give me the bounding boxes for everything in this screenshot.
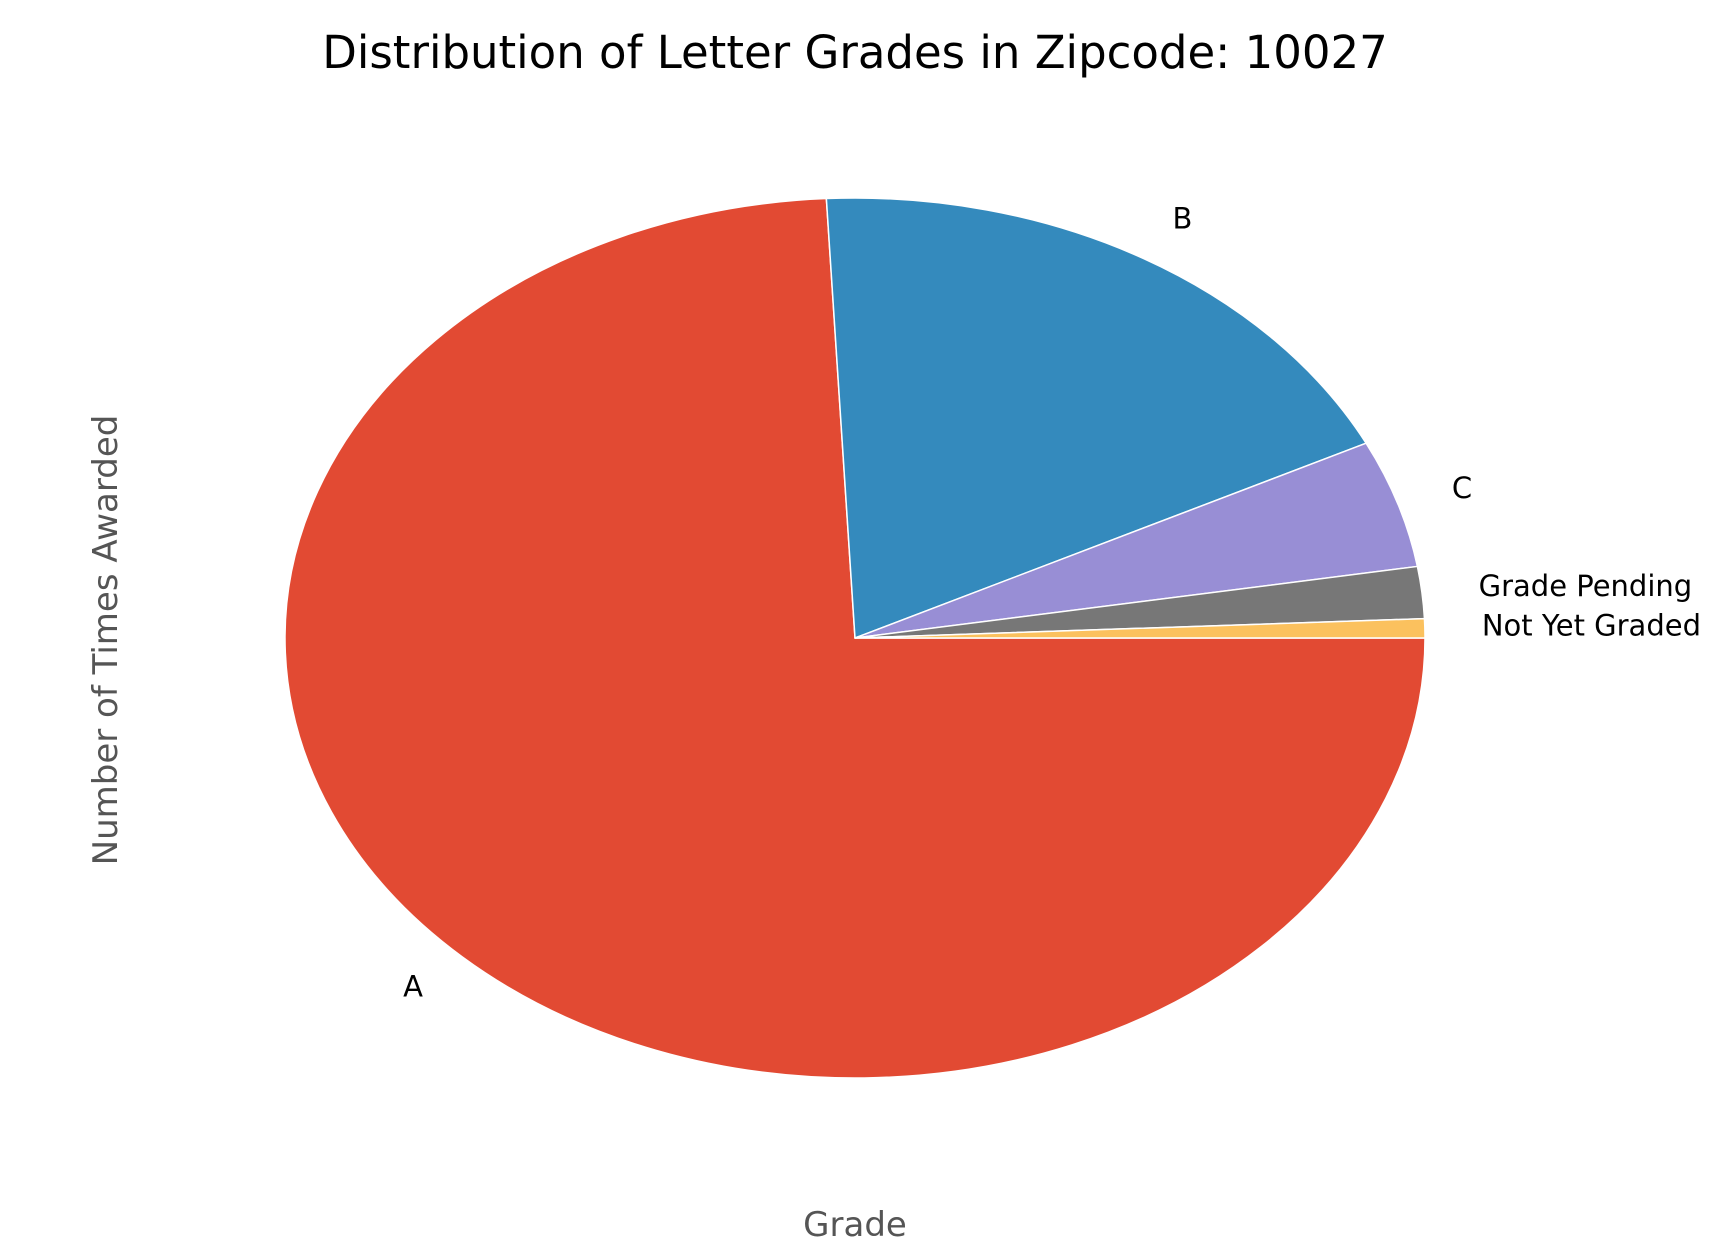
pie-slice-c xyxy=(854,442,1419,639)
pie-slice-not-yet-graded xyxy=(854,617,1426,639)
x-axis-label: Grade xyxy=(803,1205,907,1245)
chart-title: Distribution of Letter Grades in Zipcode… xyxy=(322,26,1388,79)
slice-label-grade-pending: Grade Pending xyxy=(1479,569,1693,603)
y-axis-label: Number of Times Awarded xyxy=(86,415,126,866)
slice-label-not-yet-graded: Not Yet Graded xyxy=(1482,608,1701,642)
pie-slices xyxy=(284,197,1426,1079)
slice-label-a: A xyxy=(403,970,423,1004)
slice-label-c: C xyxy=(1452,471,1472,505)
slice-label-b: B xyxy=(1172,202,1192,236)
pie-slice-b xyxy=(825,197,1367,639)
pie-slice-labels: A B C Grade Pending Not Yet Graded xyxy=(403,202,1701,1004)
